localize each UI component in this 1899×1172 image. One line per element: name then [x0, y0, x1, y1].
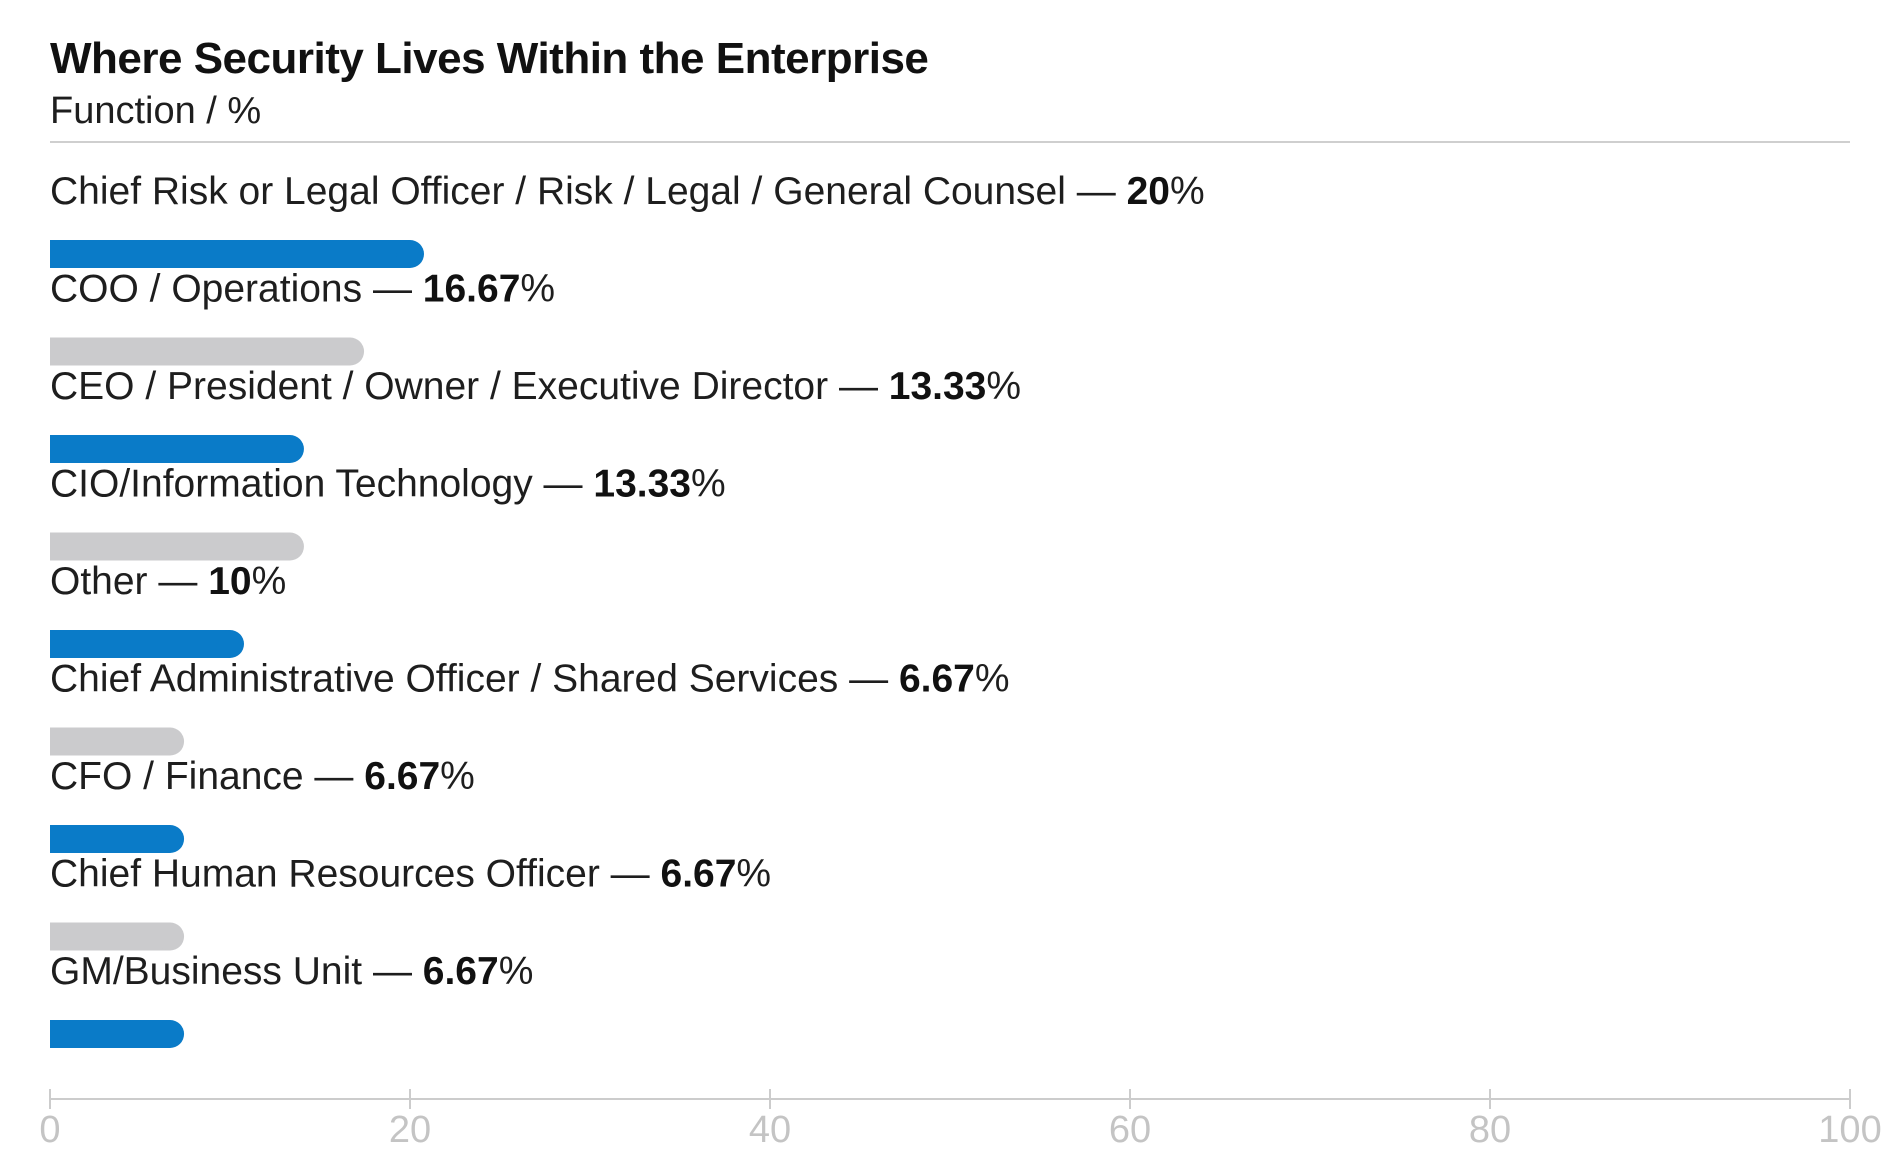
value-unit: %: [975, 658, 1010, 701]
category-label: GM/Business Unit: [50, 950, 362, 993]
label-separator: —: [362, 950, 423, 993]
value-label: 16.67: [423, 268, 521, 311]
bar-label: CFO / Finance — 6.67%: [50, 755, 475, 798]
bar-end-cap: [396, 240, 424, 268]
category-label: COO / Operations: [50, 268, 362, 311]
category-label: CEO / President / Owner / Executive Dire…: [50, 365, 828, 408]
label-separator: —: [362, 268, 423, 311]
value-unit: %: [736, 853, 771, 896]
label-separator: —: [838, 658, 899, 701]
bar-label: Other — 10%: [50, 560, 286, 603]
bar-end-cap: [216, 630, 244, 658]
bar: [50, 435, 290, 463]
bar-end-cap: [156, 825, 185, 853]
value-unit: %: [252, 560, 287, 603]
x-tick-label: 80: [1469, 1109, 1511, 1151]
bar-label: Chief Human Resources Officer — 6.67%: [50, 853, 771, 896]
bar-end-cap: [336, 337, 365, 366]
bar: [50, 240, 410, 268]
value-unit: %: [499, 950, 534, 993]
bar-end-cap: [275, 435, 304, 463]
bar-end-cap: [156, 727, 185, 756]
value-unit: %: [1170, 170, 1205, 213]
value-label: 6.67: [423, 950, 499, 993]
value-label: 6.67: [661, 853, 737, 896]
value-label: 6.67: [364, 755, 440, 798]
label-separator: —: [600, 853, 661, 896]
value-label: 10: [208, 560, 251, 603]
value-unit: %: [691, 463, 726, 506]
chart-title: Where Security Lives Within the Enterpri…: [50, 34, 929, 83]
value-label: 6.67: [899, 658, 975, 701]
bar: [50, 337, 351, 366]
bar-label: COO / Operations — 16.67%: [50, 268, 555, 311]
label-separator: —: [148, 560, 209, 603]
label-separator: —: [1066, 170, 1127, 213]
bar-end-cap: [156, 1020, 185, 1048]
category-label: Chief Administrative Officer / Shared Se…: [50, 658, 838, 701]
bar-end-cap: [156, 922, 185, 951]
value-label: 20: [1127, 170, 1170, 213]
category-label: Chief Human Resources Officer: [50, 853, 600, 896]
x-tick-label: 40: [749, 1109, 791, 1151]
value-unit: %: [440, 755, 475, 798]
category-label: CFO / Finance: [50, 755, 304, 798]
header-divider: [50, 141, 1850, 143]
bar: [50, 532, 290, 561]
x-tick-label: 0: [39, 1109, 60, 1151]
bar: [50, 727, 171, 756]
bar-label: CEO / President / Owner / Executive Dire…: [50, 365, 1021, 408]
bar-end-cap: [275, 532, 304, 561]
bar: [50, 630, 230, 658]
value-unit: %: [986, 365, 1021, 408]
bar-label: Chief Administrative Officer / Shared Se…: [50, 658, 1010, 701]
label-separator: —: [533, 463, 594, 506]
value-label: 13.33: [593, 463, 691, 506]
label-separator: —: [304, 755, 365, 798]
value-unit: %: [520, 268, 555, 311]
bar-label: GM/Business Unit — 6.67%: [50, 950, 533, 993]
bar: [50, 1020, 171, 1048]
category-label: Other: [50, 560, 148, 603]
x-tick-label: 100: [1818, 1109, 1881, 1151]
bar: [50, 922, 171, 951]
x-tick-label: 60: [1109, 1109, 1151, 1151]
category-label: Chief Risk or Legal Officer / Risk / Leg…: [50, 170, 1066, 213]
chart-subtitle: Function / %: [50, 90, 262, 132]
bar-label: CIO/Information Technology — 13.33%: [50, 463, 726, 506]
x-tick-label: 20: [389, 1109, 431, 1151]
category-label: CIO/Information Technology: [50, 463, 533, 506]
bar-label: Chief Risk or Legal Officer / Risk / Leg…: [50, 170, 1205, 213]
value-label: 13.33: [889, 365, 987, 408]
label-separator: —: [828, 365, 889, 408]
bar: [50, 825, 171, 853]
